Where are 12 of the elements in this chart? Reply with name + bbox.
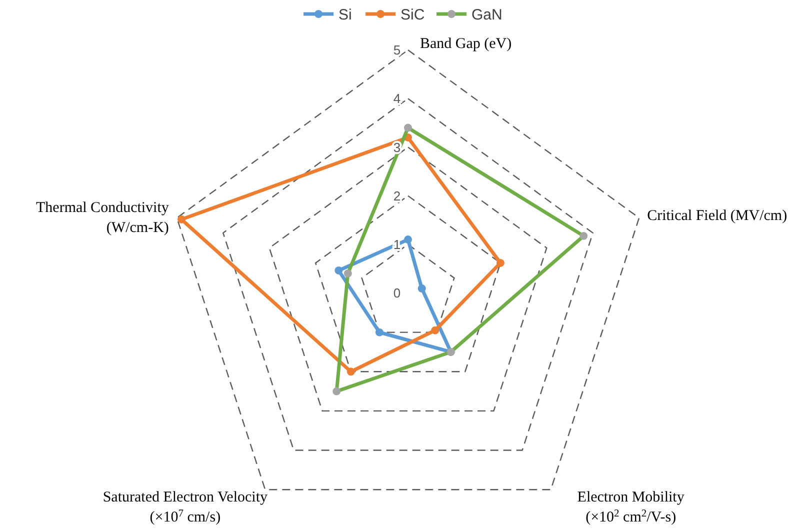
spoke-label: Saturated Electron Velocity (×10$^{7}$ cm/s)	[102, 490, 268, 526]
y-tick-label: 2	[393, 188, 401, 204]
y-tick-label: 5	[393, 42, 401, 58]
legend-label: GaN	[472, 6, 502, 24]
y-tick-label: 4	[393, 91, 401, 106]
legend-label: SiC	[400, 6, 425, 24]
spoke-label: Thermal Conductivity (W/cm-K)	[36, 200, 170, 236]
legend-label: Si	[338, 6, 352, 24]
spoke-label: Critical Field (MV/cm)	[647, 208, 788, 224]
y-tick-label: 0	[393, 286, 401, 301]
spoke-label: Band Gap (eV)	[420, 36, 512, 52]
spoke-label: Electron Mobility (×10$^{2}$ cm$^{2}$/V-s)	[577, 490, 685, 526]
